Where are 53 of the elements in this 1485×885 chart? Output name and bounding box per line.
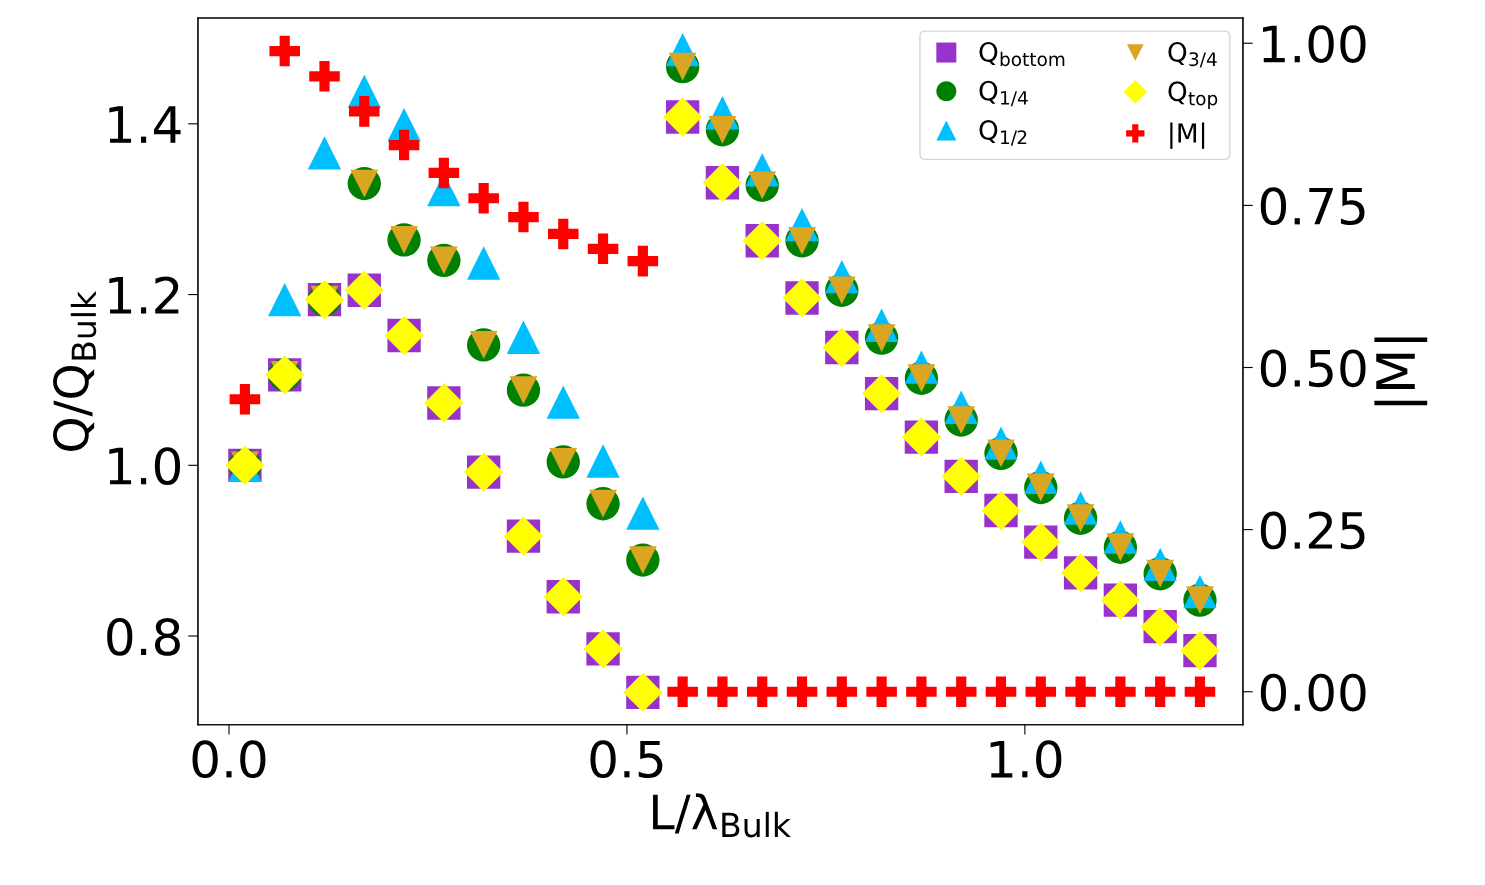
x-tick-label: 0.5 bbox=[590, 740, 663, 779]
point bbox=[746, 676, 778, 708]
y2-tick-label: 0.50 bbox=[1260, 349, 1366, 388]
point bbox=[586, 444, 620, 478]
point bbox=[547, 218, 579, 250]
x-axis-title: L/λ$_{Bulk}$ bbox=[653, 793, 791, 838]
point bbox=[1025, 676, 1057, 708]
point bbox=[707, 676, 738, 708]
point bbox=[587, 233, 619, 265]
point bbox=[866, 676, 897, 708]
point bbox=[309, 61, 340, 92]
point bbox=[786, 676, 818, 708]
legend-label: |M| bbox=[1170, 122, 1205, 149]
point bbox=[229, 384, 261, 415]
x-tick-label: 0.0 bbox=[192, 740, 266, 779]
y-tick-label: 1.2 bbox=[109, 276, 179, 314]
legend-label: Q$_{top}$ bbox=[1168, 81, 1218, 110]
y-tick-label: 1.4 bbox=[109, 106, 181, 143]
point bbox=[1105, 676, 1136, 708]
point bbox=[506, 320, 541, 354]
point bbox=[627, 245, 659, 277]
legend-label: Q$_{1/2}$ bbox=[979, 120, 1027, 146]
point bbox=[307, 136, 342, 170]
x-tick-label: 1.0 bbox=[990, 740, 1062, 779]
y2-tick-label: 0.00 bbox=[1260, 673, 1366, 712]
point bbox=[467, 246, 501, 280]
y-tick-label: 0.8 bbox=[107, 617, 180, 656]
point bbox=[388, 129, 420, 161]
y2-axis-title: |M| bbox=[1374, 337, 1428, 406]
point bbox=[1065, 676, 1096, 708]
legend-label: Q$_{3/4}$ bbox=[1168, 41, 1217, 68]
point bbox=[626, 496, 660, 530]
y2-tick-label: 0.25 bbox=[1260, 511, 1365, 550]
point bbox=[906, 676, 937, 708]
y2-tick-label: 0.75 bbox=[1260, 187, 1365, 226]
point bbox=[508, 201, 539, 233]
legend-label: Q$_{bottom}$ bbox=[979, 41, 1065, 67]
point bbox=[826, 676, 858, 708]
y-axis-title: Q/Q$_{Bulk}$ bbox=[53, 291, 97, 451]
point bbox=[468, 182, 499, 214]
y-tick-label: 1.0 bbox=[109, 447, 181, 485]
point bbox=[268, 283, 302, 317]
legend-label: Q$_{1/4}$ bbox=[979, 80, 1028, 107]
point bbox=[985, 676, 1017, 708]
point bbox=[945, 676, 977, 708]
point bbox=[1144, 676, 1176, 708]
point bbox=[667, 676, 698, 708]
y2-tick-label: 1.00 bbox=[1263, 25, 1366, 63]
point bbox=[546, 385, 580, 419]
point bbox=[428, 157, 460, 189]
point bbox=[269, 35, 300, 67]
point bbox=[349, 96, 380, 127]
point bbox=[1184, 676, 1216, 708]
